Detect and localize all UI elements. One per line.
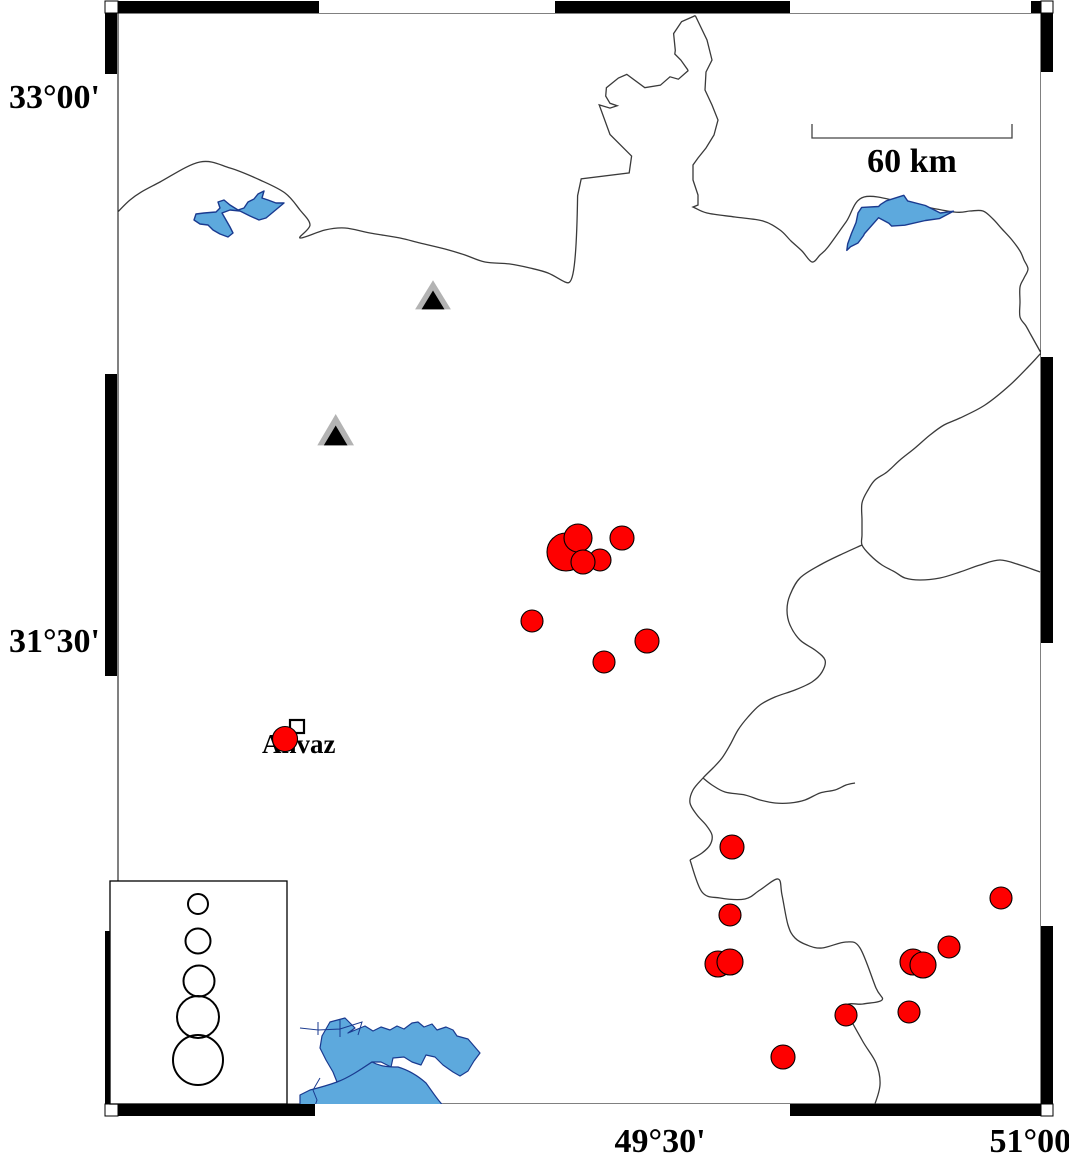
- svg-text:51°00': 51°00': [989, 1123, 1069, 1160]
- svg-text:60 km: 60 km: [867, 143, 957, 180]
- svg-text:31°30': 31°30': [9, 623, 100, 660]
- svg-text:49°30': 49°30': [614, 1123, 705, 1160]
- svg-text:33°00': 33°00': [9, 79, 100, 116]
